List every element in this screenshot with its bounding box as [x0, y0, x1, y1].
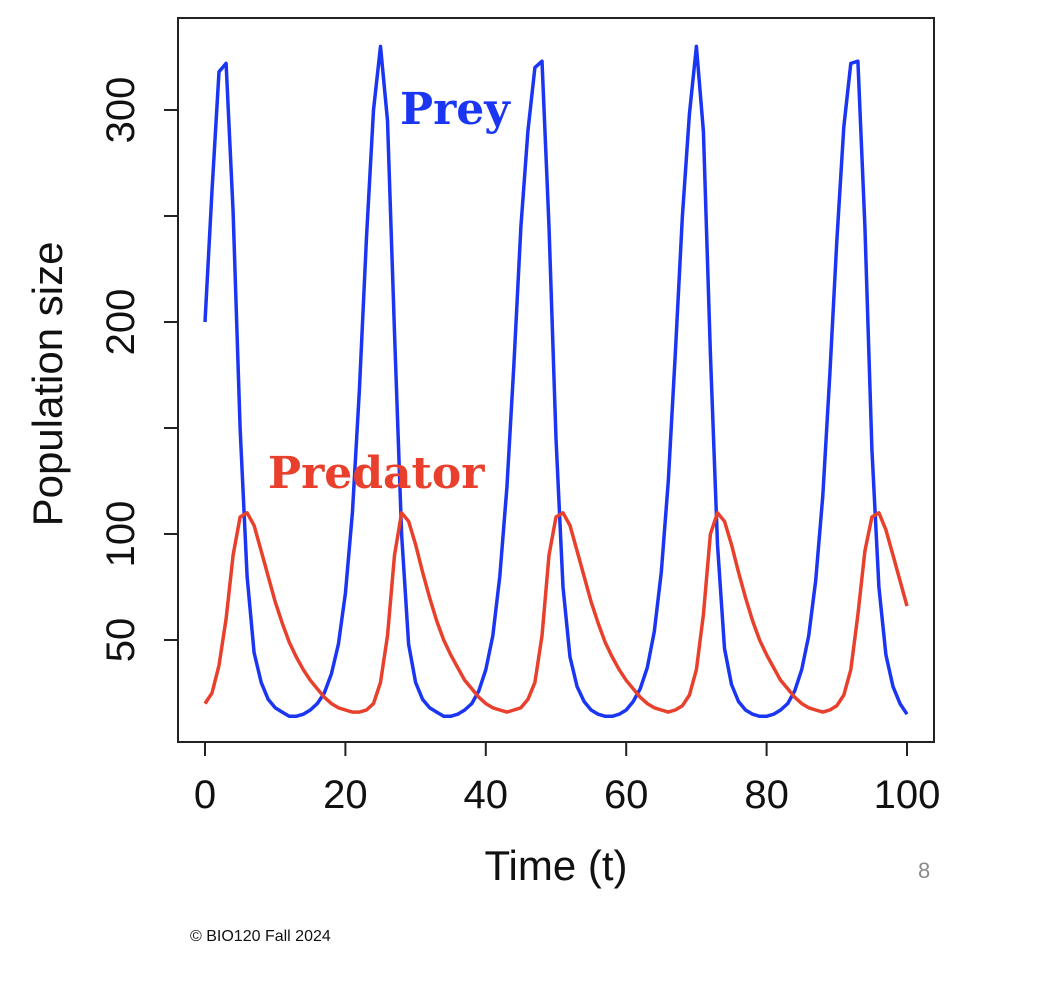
x-tick-label: 60	[604, 773, 649, 817]
y-tick-label: 50	[99, 618, 143, 663]
page-number: 8	[918, 858, 931, 883]
y-tick-label: 200	[99, 289, 143, 356]
x-tick-label: 80	[744, 773, 789, 817]
x-tick-label: 40	[464, 773, 509, 817]
y-tick-label: 100	[99, 501, 143, 568]
x-tick-label: 20	[323, 773, 368, 817]
copyright-notice: © BIO120 Fall 2024	[190, 928, 331, 945]
y-axis-title: Population size	[24, 242, 71, 527]
y-tick-label: 300	[99, 77, 143, 144]
predator-line	[203, 511, 909, 714]
x-tick-label: 0	[194, 773, 216, 817]
x-axis-title: Time (t)	[484, 842, 627, 889]
predator-annotation: Predator	[268, 448, 485, 499]
prey-line	[203, 44, 909, 719]
prey-annotation: Prey	[400, 84, 511, 135]
x-tick-label: 100	[874, 773, 941, 817]
plot-frame	[177, 17, 935, 743]
